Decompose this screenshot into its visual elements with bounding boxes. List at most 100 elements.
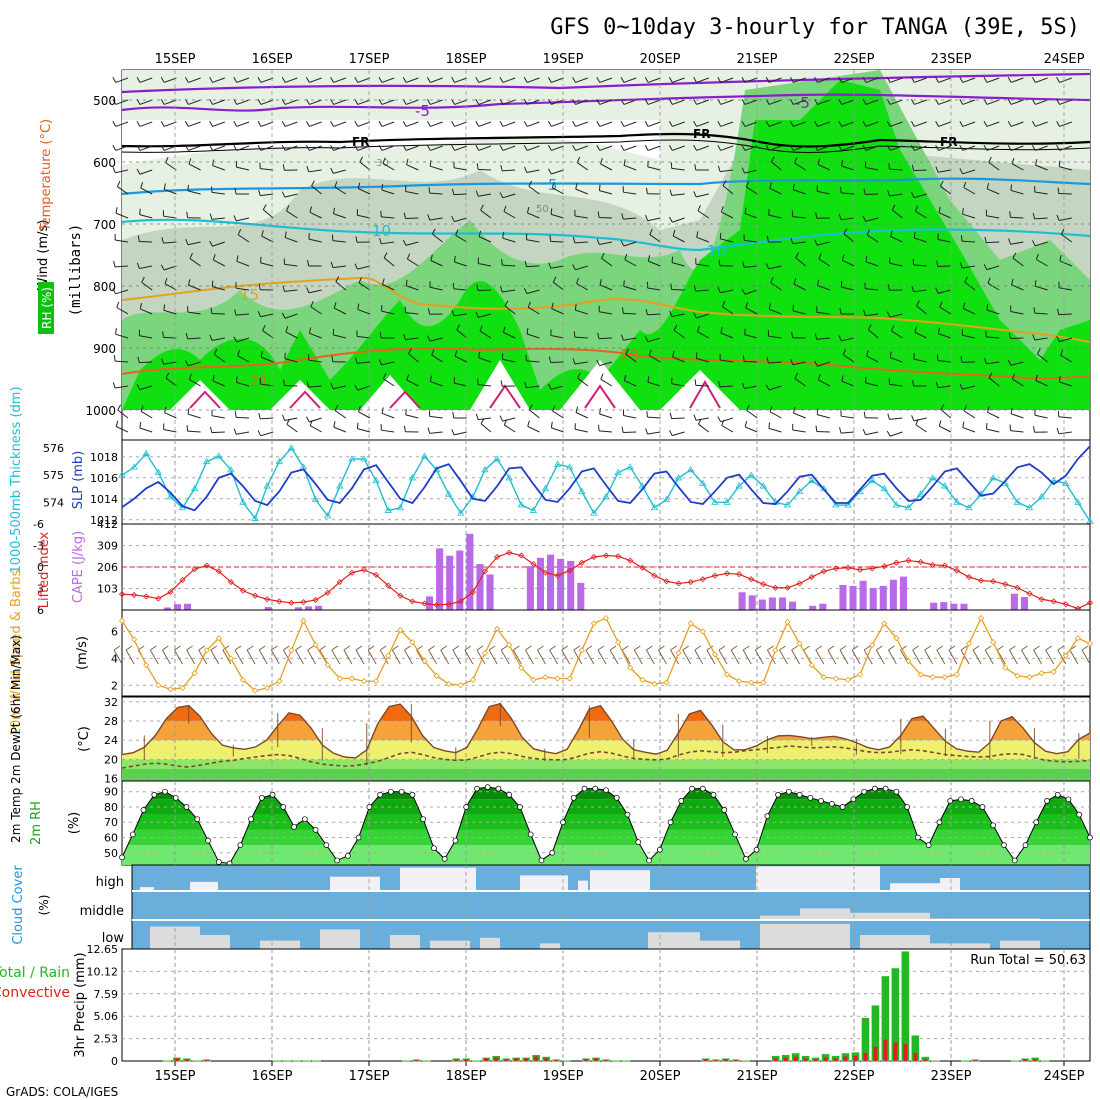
wind-barb-flag [112,98,117,105]
wind-barb-shaft [575,309,588,315]
wind-barb-shaft [236,121,250,127]
wind-barb-shaft [672,356,685,363]
cape-bar-36 [486,574,494,610]
wind-barb-flag [935,120,940,127]
wind-barb-shaft [889,417,903,420]
lifted-index-marker-26 [433,601,440,609]
wind-barb-shaft [601,257,613,267]
wind-barb-flag [572,98,577,105]
thickness-marker-75 [1025,503,1034,511]
wind-barb-flag [572,358,576,365]
precip-conv-bar-76 [883,1039,888,1061]
wind10m-barb-1 [125,649,135,665]
wind-barb-flag [1059,254,1062,262]
wind10m-marker-73 [1002,664,1009,671]
wind-barb-shaft [672,145,685,151]
wind-barb-flag [862,76,867,83]
wind-barb-shaft [188,99,201,105]
wind10m-marker-16 [312,641,319,649]
wind-barb-shaft [962,213,976,219]
wind-barb-shaft [915,424,927,433]
cloud-high-block-9 [940,878,960,891]
precip-total-bar-81 [931,1059,940,1062]
cloud-high-block-0 [140,887,154,891]
wind-barb-flag [310,301,314,307]
wind-barb-shaft [308,169,322,173]
wind-barb-shaft [1058,313,1072,316]
wind-barb-flag [697,205,701,211]
wind-barb-flag [116,301,120,308]
wind-barb-shaft [841,99,855,105]
wind-barb-shaft [986,145,1000,151]
wind10m-barb-43 [633,649,643,665]
temp-contour-5 [122,177,1090,196]
wind-barb-shaft [916,305,927,315]
wind-barb-shaft [429,431,443,434]
wind10m-marker-48 [699,628,706,635]
wind-barb-shaft [574,215,588,219]
wind-barb-shaft [671,313,685,317]
wind-barb-shaft [577,377,589,387]
wind-barb-flag [792,183,795,190]
wind-barb-shaft [865,77,879,83]
wind10m-marker-43 [639,676,646,683]
wind-barb-shaft [1059,77,1072,83]
wind-barb-shaft [454,431,467,436]
wind10m-barb-flag-51 [730,645,738,651]
wind-barb-shaft [454,145,467,151]
wind-barb-shaft [720,238,734,243]
rh-axis-label: RH (%) [40,287,54,329]
wind-barb-flag [962,208,964,215]
precip-conv-bar-60 [723,1059,728,1061]
thickness-marker-69 [953,498,961,505]
wind-barb-shaft [672,235,685,243]
wind-barb-flag [891,325,895,332]
wind-barb-shaft [1034,337,1048,341]
wind-barb-shaft [865,261,879,267]
wind-barb-flag [1060,228,1065,235]
rh2m-marker-63 [796,791,803,798]
wind-barb-shaft [164,121,177,127]
wind10m-barb-14 [283,649,292,665]
slp-panel-frame [121,439,1091,525]
wind-barb-shaft [1035,99,1048,105]
thickness-marker-76 [1037,493,1046,500]
wind-barb-flag [309,419,313,426]
wind10m-barb-flag-23 [392,645,399,651]
wind10m-barb-27 [440,649,450,665]
wind-barb-shaft [358,188,371,195]
wind-barb-shaft [600,378,613,387]
wind-barb-flag [305,76,310,83]
wind-barb-shaft [769,308,782,315]
wind-barb-flag [140,405,144,412]
wind-barb-shaft [986,361,1000,365]
wind-barb-flag [136,120,141,127]
wind-barb-flag [814,144,819,151]
wind-barb-shaft [260,77,274,83]
wind-barb-flag [841,159,843,167]
wind-barb-flag [572,76,577,83]
rh2m-marker-14 [269,791,276,798]
wind-barb-flag [620,334,624,341]
wind10m-barb-4 [162,649,171,665]
slp-tick-3: 1018 [90,451,118,464]
cape-tick-3: 412 [97,518,118,531]
wind-barb-flag [136,168,141,175]
wind-barb-shaft [696,357,709,363]
wind10m-barb-5 [174,649,183,665]
wind-barb-shaft [140,187,153,195]
lifted-index-marker-34 [530,561,537,568]
wind-barb-flag [305,144,310,151]
wind-barb-flag [765,76,770,83]
rh2m-marker-23 [366,804,373,810]
wind-barb-shaft [478,417,492,421]
wind-barb-shaft [1035,77,1048,83]
wind-barb-shaft [334,186,347,195]
precip-conv-bar-41 [534,1056,539,1061]
rh2m-marker-85 [1033,819,1040,826]
wind-barb-shaft [236,145,250,151]
bottom-date-label-2: 17SEP [349,1069,390,1084]
wind-barb-shaft [502,264,516,267]
